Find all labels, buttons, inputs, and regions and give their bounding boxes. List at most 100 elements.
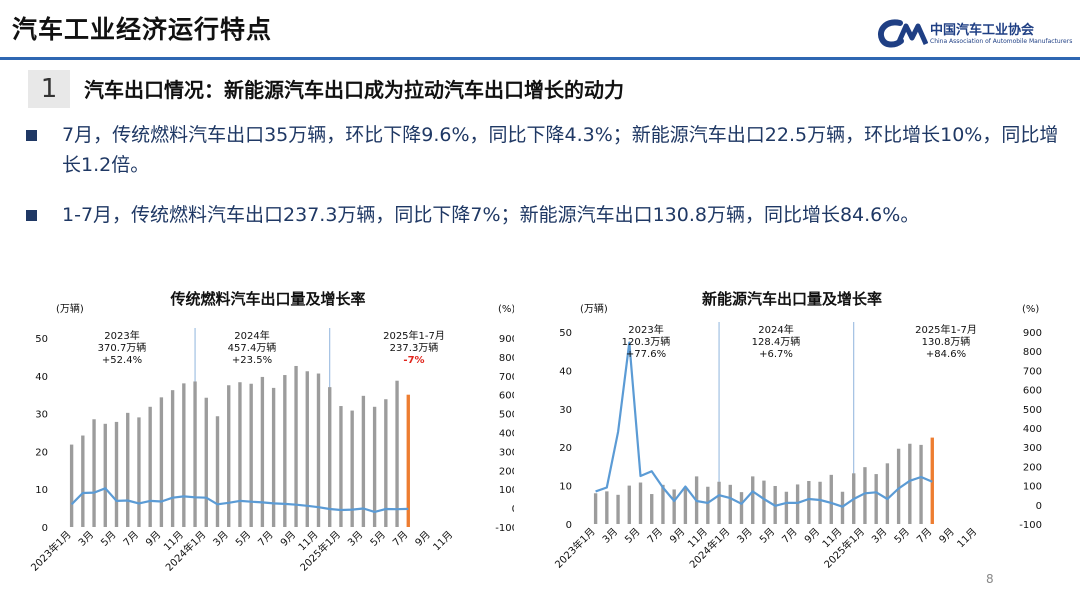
y2-tick-label: 400 xyxy=(1023,424,1042,435)
y2-tick-label: -100 xyxy=(1019,520,1042,531)
bar xyxy=(717,481,721,524)
caam-logo: 中国汽车工业协会 China Association of Automobile… xyxy=(876,18,1072,52)
bar xyxy=(874,474,878,524)
annotation-text: 2023年 xyxy=(628,323,663,336)
x-tick-label: 9月 xyxy=(413,529,433,549)
bar xyxy=(896,448,901,524)
bar xyxy=(204,397,208,527)
annotation-text: +77.6% xyxy=(626,349,666,360)
bar xyxy=(661,484,665,524)
y2-tick-label: 200 xyxy=(1023,462,1042,473)
y2-tick-label: 500 xyxy=(1023,405,1042,416)
ice-export-chart: 传统燃料汽车出口量及增长率 (万辆) (%) 0 10 20 30 40 50 -100 0 100 2… xyxy=(28,290,514,574)
bar xyxy=(908,443,912,524)
chart-title: 新能源汽车出口量及增长率 xyxy=(702,290,882,308)
annotation-text: 370.7万辆 xyxy=(98,341,147,354)
x-tick-label: 5月 xyxy=(623,526,643,546)
bar xyxy=(650,494,654,524)
y-tick-label: 50 xyxy=(35,334,48,345)
bar xyxy=(683,487,688,524)
x-tick-label: 9月 xyxy=(937,526,957,546)
bar xyxy=(260,376,265,527)
bullet-text: 7月，传统燃料汽车出口35万辆，环比下降9.6%，同比下降4.3%；新能源汽车出… xyxy=(62,124,1059,176)
bullet-square-icon xyxy=(26,210,37,221)
bar xyxy=(361,395,366,527)
y-tick-label: 20 xyxy=(35,447,48,458)
bar xyxy=(372,406,377,527)
y-tick-label: 10 xyxy=(559,482,572,493)
y2-tick-label: 900 xyxy=(499,334,514,345)
bar xyxy=(193,381,197,527)
left-axis-unit: (万辆) xyxy=(580,302,608,315)
nev-export-chart: 新能源汽车出口量及增长率 (万辆) (%) 0 10 20 30 40 50 -100 0 100 20… xyxy=(552,290,1042,571)
bar xyxy=(840,491,845,524)
y2-tick-label: 500 xyxy=(499,410,514,421)
bar xyxy=(350,410,354,527)
bar xyxy=(114,421,119,527)
annotation-text: 2023年 xyxy=(104,329,139,342)
x-tick-label: 3月 xyxy=(345,529,365,549)
y-tick-label: 30 xyxy=(35,410,48,421)
x-tick-label: 5月 xyxy=(233,529,253,549)
bar xyxy=(170,390,175,527)
x-tick-label: 7月 xyxy=(121,529,141,549)
y-tick-label: 10 xyxy=(35,485,48,496)
bar xyxy=(593,493,598,524)
x-tick-label: 7月 xyxy=(256,529,276,549)
x-tick-label: 3月 xyxy=(76,529,96,549)
bar xyxy=(384,399,388,527)
bar xyxy=(283,375,287,527)
x-tick-label: 3月 xyxy=(600,526,620,546)
y2-tick-label: 200 xyxy=(499,466,514,477)
bar xyxy=(762,480,766,524)
bar xyxy=(728,484,732,524)
annotation-text: +52.4% xyxy=(102,355,142,366)
x-tick-label: 7月 xyxy=(780,526,800,546)
section-title: 汽车出口情况：新能源汽车出口成为拉动汽车出口增长的动力 xyxy=(84,78,624,102)
y2-tick-label: 900 xyxy=(1023,328,1042,339)
annotation-text: +84.6% xyxy=(926,349,966,360)
bar xyxy=(339,406,343,527)
section-number: 1 xyxy=(28,70,70,108)
annotation-text: 237.3万辆 xyxy=(390,341,439,354)
x-tick-label: 7月 xyxy=(914,526,934,546)
x-tick-label: 7月 xyxy=(645,526,665,546)
y2-tick-label: -100 xyxy=(495,523,514,534)
bar xyxy=(81,435,85,527)
growth-rate-line xyxy=(595,341,933,508)
bar xyxy=(305,371,309,527)
y2-tick-label: 0 xyxy=(1036,501,1042,512)
bar xyxy=(627,485,631,524)
bar xyxy=(739,492,744,524)
bar xyxy=(271,387,276,527)
bar xyxy=(395,380,399,527)
bar xyxy=(182,383,186,527)
x-tick-label: 2023年1月 xyxy=(28,528,74,574)
bar xyxy=(92,419,96,527)
annotation-text: 457.4万辆 xyxy=(228,341,277,354)
y2-tick-label: 700 xyxy=(1023,366,1042,377)
y-tick-label: 20 xyxy=(559,443,572,454)
bar xyxy=(605,491,609,524)
page-title: 汽车工业经济运行特点 xyxy=(12,15,273,44)
y2-tick-label: 400 xyxy=(499,429,514,440)
x-tick-label: 7月 xyxy=(390,529,410,549)
annotation-text: 130.8万辆 xyxy=(922,335,971,348)
y-tick-label: 40 xyxy=(559,366,572,377)
bar xyxy=(751,476,755,524)
annotation-text: 2025年1-7月 xyxy=(915,323,977,336)
y2-tick-label: 300 xyxy=(1023,443,1042,454)
annotation-text: +23.5% xyxy=(232,355,272,366)
y2-tick-label: 700 xyxy=(499,372,514,383)
bar xyxy=(706,486,710,524)
left-axis-unit: (万辆) xyxy=(56,302,84,315)
bar xyxy=(227,385,231,527)
bar xyxy=(249,383,253,527)
annotation-text: 2024年 xyxy=(234,329,269,342)
annotation-text: 2025年1-7月 xyxy=(383,329,445,342)
y-tick-label: 30 xyxy=(559,405,572,416)
bullet-text: 1-7月，传统燃料汽车出口237.3万辆，同比下降7%；新能源汽车出口130.8… xyxy=(62,204,920,226)
x-tick-label: 3月 xyxy=(735,526,755,546)
x-tick-label: 9月 xyxy=(802,526,822,546)
page-number: 8 xyxy=(986,572,994,586)
